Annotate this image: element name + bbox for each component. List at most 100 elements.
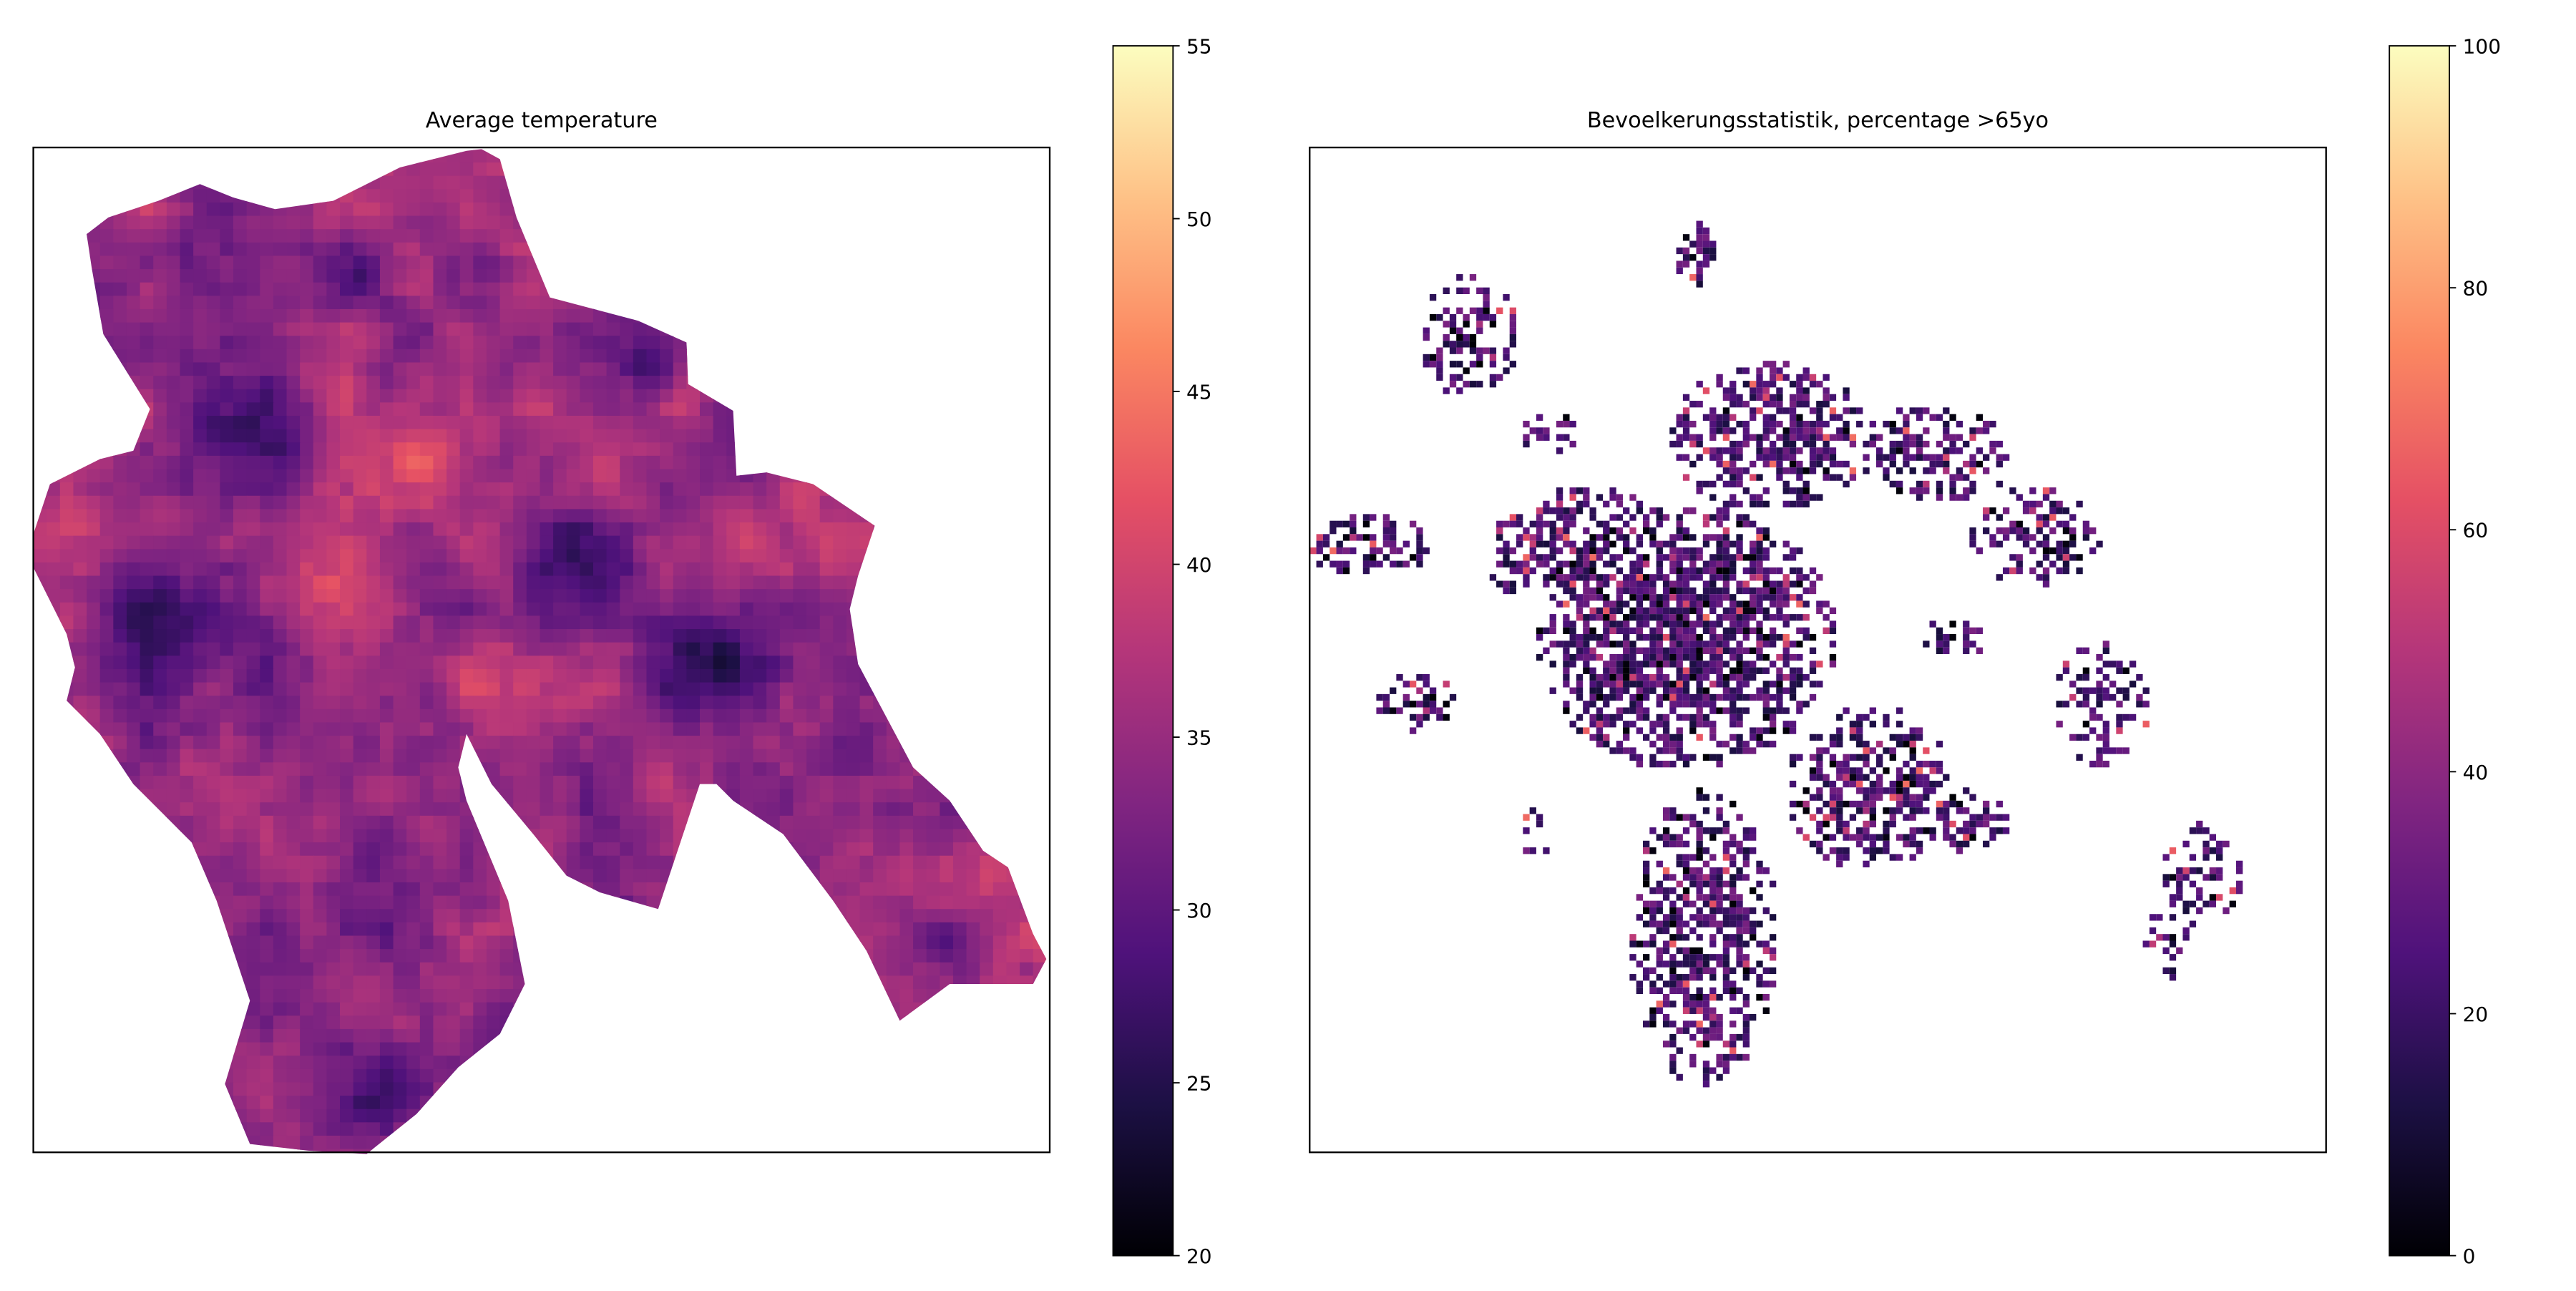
temperature-cell	[73, 402, 88, 417]
temperature-cell	[646, 215, 661, 230]
temperature-cell	[499, 922, 514, 937]
temperature-cell	[980, 722, 995, 737]
temperature-cell	[459, 989, 474, 1003]
temperature-cell	[646, 349, 661, 364]
temperature-cell	[433, 415, 448, 430]
temperature-cell	[433, 482, 448, 497]
temperature-cell	[660, 962, 674, 977]
temperature-cell	[940, 522, 955, 537]
temperature-cell	[926, 442, 941, 457]
temperature-cell	[1020, 189, 1034, 204]
temperature-cell	[526, 762, 541, 777]
temperature-cell	[366, 749, 381, 764]
temperature-cell	[220, 415, 235, 430]
temperature-cell	[193, 656, 208, 671]
temperature-cell	[846, 789, 861, 804]
temperature-cell	[193, 149, 208, 164]
temperature-cell	[966, 282, 981, 297]
temperature-cell	[419, 602, 434, 617]
temperature-cell	[673, 469, 688, 484]
temperature-cell	[633, 696, 648, 710]
temperature-cell	[180, 162, 195, 177]
temperature-cell	[673, 882, 688, 897]
temperature-cell	[87, 322, 101, 337]
temperature-cell	[980, 855, 995, 870]
temperature-cell	[1046, 669, 1060, 683]
temperature-cell	[447, 202, 461, 217]
temperature-cell	[113, 775, 128, 790]
temperature-cell	[273, 522, 288, 537]
temperature-cell	[646, 975, 661, 990]
temperature-cell	[779, 269, 794, 283]
temperature-cell	[726, 642, 741, 657]
temperature-cell	[459, 509, 474, 524]
temperature-cell	[980, 442, 995, 457]
temperature-cell	[980, 376, 995, 390]
temperature-cell	[1046, 856, 1060, 870]
temperature-cell	[300, 802, 314, 817]
temperature-cell	[113, 522, 128, 537]
temperature-cell	[459, 402, 474, 417]
temperature-cell	[952, 389, 967, 404]
temperature-cell	[513, 495, 527, 510]
temperature-cell	[859, 469, 874, 484]
temperature-cell	[300, 336, 314, 351]
temperature-cell	[166, 322, 181, 337]
temperature-cell	[166, 736, 181, 750]
temperature-cell	[793, 855, 808, 870]
temperature-cell	[673, 682, 688, 697]
temperature-cell	[980, 269, 995, 283]
temperature-cell	[726, 935, 741, 950]
temperature-cell	[633, 349, 648, 364]
temperature-cell	[620, 162, 635, 177]
temperature-cell	[473, 575, 488, 590]
temperature-cell	[673, 975, 688, 990]
temperature-cell	[393, 429, 408, 444]
temperature-cell	[566, 762, 581, 777]
temperature-cell	[566, 815, 581, 830]
temperature-cell	[553, 882, 567, 897]
temperature-cell	[233, 882, 248, 897]
temperature-cell	[153, 909, 168, 924]
temperature-cell	[620, 656, 635, 671]
temperature-cell	[113, 495, 128, 510]
temperature-cell	[553, 602, 567, 617]
temperature-cell	[513, 842, 527, 857]
temperature-cell	[486, 415, 501, 430]
temperature-cell	[940, 535, 955, 550]
temperature-cell	[806, 282, 821, 297]
temperature-cell	[793, 1002, 808, 1017]
temperature-cell	[873, 962, 887, 977]
temperature-cell	[819, 736, 834, 750]
temperature-cell	[592, 842, 608, 857]
temperature-cell	[273, 509, 288, 524]
temperature-cell	[673, 175, 688, 190]
temperature-cell	[393, 962, 408, 977]
temperature-cell	[566, 642, 581, 657]
temperature-cell	[966, 802, 981, 817]
temperature-cell	[620, 149, 635, 164]
temperature-cell	[1006, 922, 1021, 937]
temperature-cell	[553, 549, 567, 564]
temperature-cell	[966, 696, 981, 710]
temperature-cell	[753, 762, 768, 777]
temperature-cell	[419, 336, 434, 351]
temperature-cell	[340, 495, 354, 510]
temperature-cell	[992, 575, 1008, 590]
temperature-cell	[620, 469, 635, 484]
temperature-cell	[47, 668, 61, 683]
temperature-cell	[620, 615, 635, 630]
temperature-cell	[726, 869, 741, 884]
temperature-cell	[833, 749, 848, 764]
temperature-cell	[73, 935, 88, 950]
temperature-cell	[113, 336, 128, 351]
temperature-cell	[673, 522, 688, 537]
temperature-cell	[940, 442, 955, 457]
temperature-cell	[926, 215, 941, 230]
temperature-cell	[646, 629, 661, 643]
temperature-cell	[220, 469, 235, 484]
temperature-cell	[833, 829, 848, 844]
temperature-cell	[620, 602, 635, 617]
temperature-cell	[286, 842, 301, 857]
temperature-cell	[1033, 389, 1047, 404]
